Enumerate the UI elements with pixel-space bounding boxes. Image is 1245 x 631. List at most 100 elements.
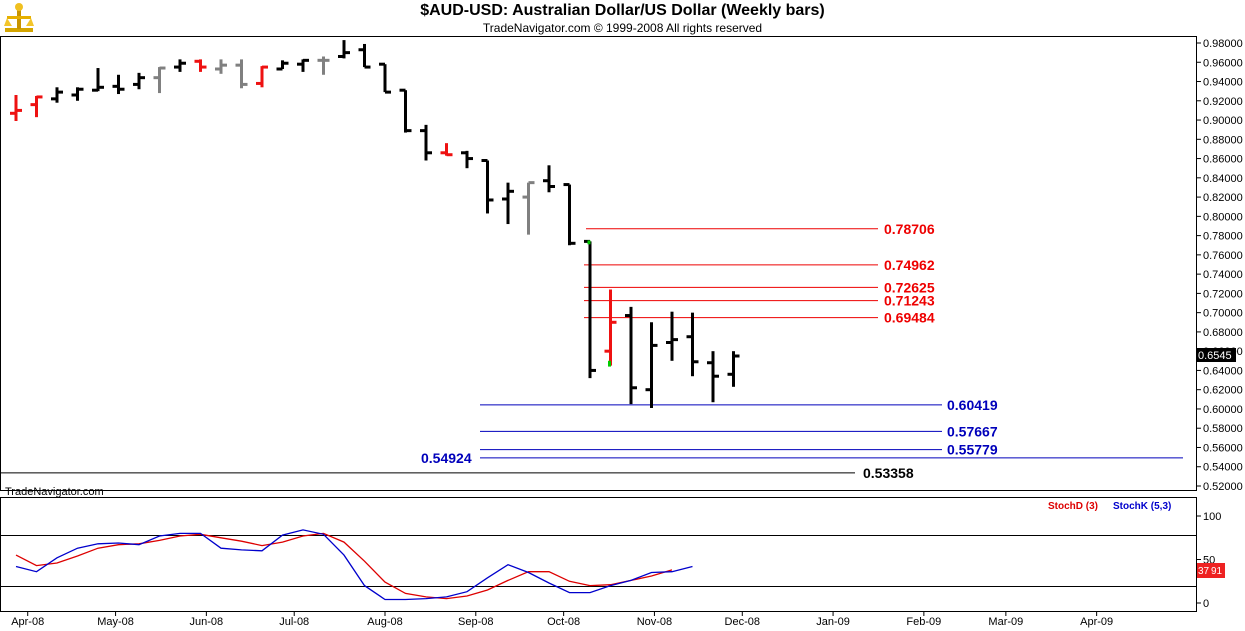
ohlc-bar <box>92 68 104 92</box>
stoch-value-tag: 37 91 <box>1197 563 1225 578</box>
ohlc-bar <box>256 65 268 88</box>
time-axis: Apr-08 May-08 Jun-08 Jul-08 Aug-08 Sep-08 Oct-… <box>0 611 1196 628</box>
ohlc-bar <box>276 60 289 71</box>
ohlc-bar <box>174 59 186 72</box>
stoch-value-label-2: 91 <box>1211 566 1223 577</box>
price-panel-frame <box>0 36 1197 491</box>
stoch-lines <box>15 529 693 601</box>
ohlc-bar <box>317 56 330 75</box>
price-tick-label: 0.74000 <box>1203 269 1243 281</box>
ohlc-bar <box>584 239 596 379</box>
price-tick-label: 0.72000 <box>1203 288 1243 300</box>
fib-level-red-label: 0.69484 <box>884 310 935 326</box>
stoch-tick-label: 100 <box>1203 511 1221 523</box>
ohlc-bar <box>153 66 166 94</box>
time-tick-label: Feb-09 <box>906 616 941 628</box>
ohlc-bar <box>399 88 412 133</box>
ohlc-bar <box>604 289 617 366</box>
legend-stochd: StochD (3) <box>1048 501 1098 512</box>
time-tick-label: Jan-09 <box>816 616 850 628</box>
fib-level-blue-left-label: 0.54924 <box>421 450 472 466</box>
ohlc-bar <box>440 143 453 157</box>
ohlc-bar <box>133 72 145 90</box>
stoch-panel-frame <box>0 497 1197 612</box>
price-tick-label: 0.84000 <box>1203 173 1243 185</box>
price-tick-label: 0.64000 <box>1203 365 1243 377</box>
stoch-line-blue <box>15 529 693 601</box>
ohlc-bar <box>215 59 227 74</box>
ohlc-bar <box>30 95 43 118</box>
time-tick-label: Nov-08 <box>637 616 672 628</box>
price-tick-label: 0.68000 <box>1203 327 1243 339</box>
price-tick-label: 0.70000 <box>1203 308 1243 320</box>
current-price-label: 0.6545 <box>1198 350 1232 362</box>
time-tick-label: Mar-09 <box>988 616 1023 628</box>
price-bars <box>10 40 740 408</box>
ohlc-bar <box>461 150 473 169</box>
ohlc-bar <box>338 40 350 59</box>
trade-navigator-logo <box>4 3 34 32</box>
copyright-line: TradeNavigator.com © 1999-2008 All right… <box>482 21 763 35</box>
ohlc-bar <box>666 311 678 361</box>
price-tick-label: 0.76000 <box>1203 250 1243 262</box>
watermark-text: TradeNavigator.com <box>5 486 104 498</box>
fib-level-red-label: 0.74962 <box>884 257 935 273</box>
ohlc-bar <box>707 351 719 403</box>
price-tick-label: 0.62000 <box>1203 385 1243 397</box>
ohlc-bar <box>645 322 658 408</box>
ohlc-bar <box>358 43 371 69</box>
ohlc-bar <box>297 58 309 72</box>
support-level-black-label: 0.53358 <box>863 465 914 481</box>
time-tick-label: May-08 <box>97 616 134 628</box>
price-panel: 0.98000 0.96000 0.94000 0.92000 0.90000 0.880… <box>0 36 1243 498</box>
time-tick-label: Jun-08 <box>190 616 224 628</box>
ohlc-bar <box>379 62 391 94</box>
price-axis-ticks: 0.98000 0.96000 0.94000 0.92000 0.90000 0.880… <box>1196 38 1243 493</box>
price-tick-label: 0.94000 <box>1203 77 1243 89</box>
legend-stochk: StochK (5,3) <box>1113 501 1171 512</box>
price-tick-label: 0.92000 <box>1203 96 1243 108</box>
ohlc-bar <box>71 87 84 101</box>
price-tick-label: 0.88000 <box>1203 134 1243 146</box>
stoch-line-red <box>15 532 673 600</box>
ohlc-bar <box>563 183 576 246</box>
stoch-value-label-1: 37 <box>1198 566 1210 577</box>
price-tick-label: 0.52000 <box>1203 481 1243 493</box>
price-tick-label: 0.58000 <box>1203 423 1243 435</box>
ohlc-bar <box>10 95 22 122</box>
current-price-tag: 0.6545 <box>1197 348 1236 362</box>
time-tick-label: Jul-08 <box>279 616 309 628</box>
ohlc-bar <box>112 74 125 95</box>
price-tick-label: 0.90000 <box>1203 115 1243 127</box>
fib-level-red-label: 0.71243 <box>884 293 935 309</box>
ohlc-bar <box>543 165 555 193</box>
chart-title: $AUD-USD: Australian Dollar/US Dollar (W… <box>420 2 825 19</box>
ohlc-bar <box>727 351 740 387</box>
time-tick-label: Apr-08 <box>11 616 44 628</box>
ohlc-bar <box>522 181 535 235</box>
price-tick-label: 0.78000 <box>1203 231 1243 243</box>
time-tick-label: Aug-08 <box>367 616 402 628</box>
price-tick-label: 0.80000 <box>1203 211 1243 223</box>
time-tick-label: Dec-08 <box>725 616 760 628</box>
fib-level-red-label: 0.72625 <box>884 279 935 295</box>
price-tick-label: 0.86000 <box>1203 154 1243 166</box>
ohlc-bar <box>51 87 63 103</box>
time-tick-label: Apr-09 <box>1080 616 1113 628</box>
price-tick-label: 0.60000 <box>1203 404 1243 416</box>
fib-level-blue-label: 0.57667 <box>947 423 998 439</box>
ohlc-bar <box>502 182 514 225</box>
ohlc-bar <box>194 59 207 72</box>
ohlc-bar <box>625 306 637 405</box>
ohlc-bar <box>481 158 494 214</box>
ohlc-bar <box>686 312 699 377</box>
price-tick-label: 0.96000 <box>1203 57 1243 69</box>
ohlc-bar <box>235 59 248 89</box>
price-tick-label: 0.82000 <box>1203 192 1243 204</box>
time-tick-label: Oct-08 <box>547 616 580 628</box>
ohlc-bar <box>420 124 432 161</box>
